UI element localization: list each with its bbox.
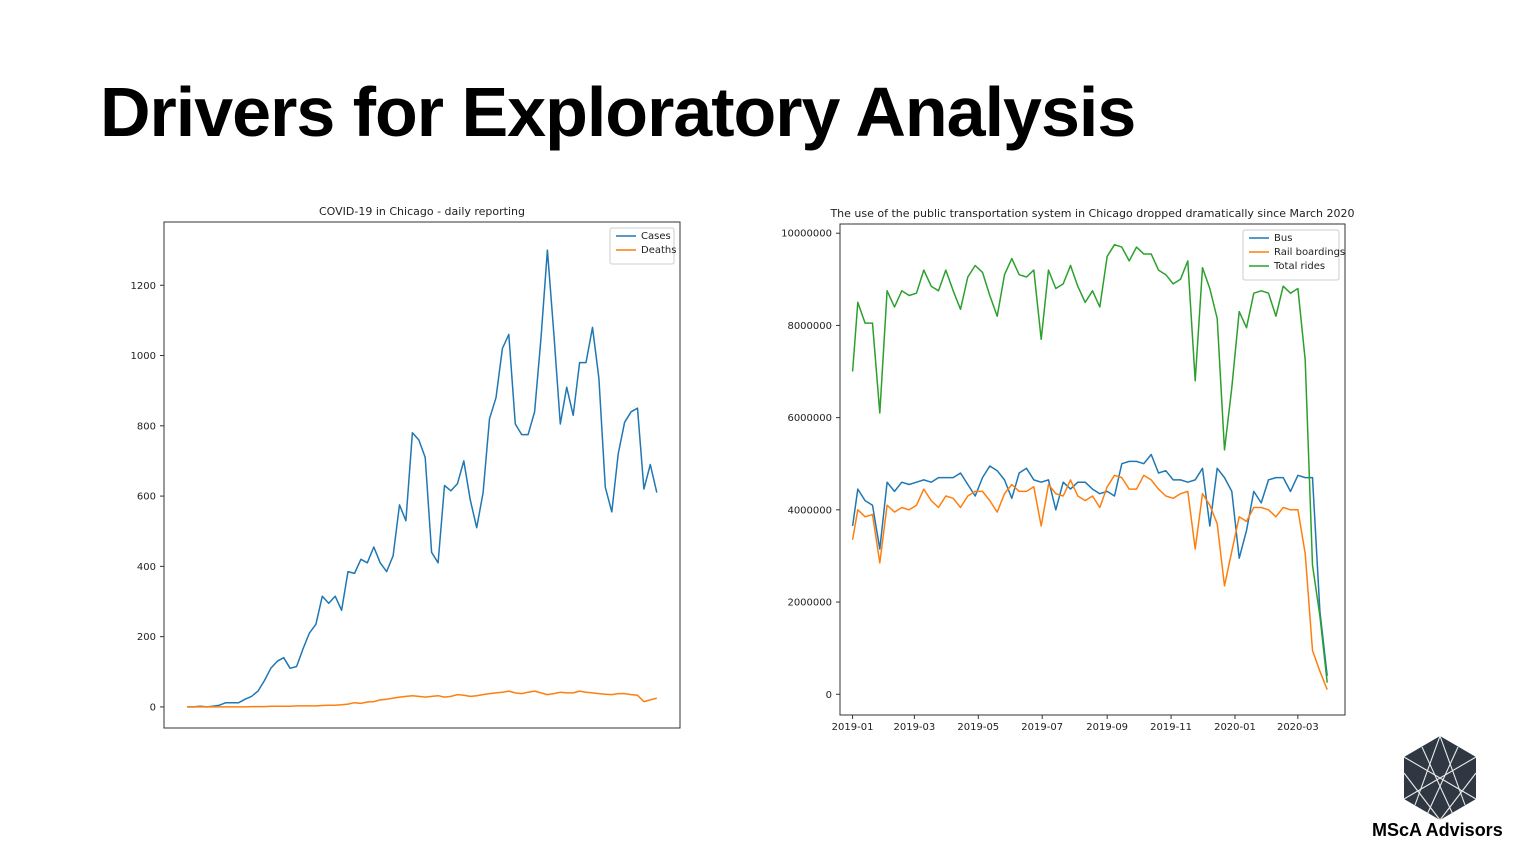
chart-title: The use of the public transportation sys…: [829, 207, 1354, 220]
y-tick-label: 0: [826, 690, 832, 701]
series-line-total-rides: [851, 243, 1328, 683]
brand-label: MScA Advisors: [1372, 820, 1503, 840]
x-tick-label: 2019-05: [957, 722, 999, 733]
legend-box: [609, 227, 675, 265]
plot-frame: [839, 223, 1346, 716]
legend-label: Bus: [1274, 233, 1292, 244]
y-tick-label: 2000000: [787, 598, 832, 609]
x-tick-label: 2020-01: [1214, 722, 1256, 733]
hexagon-lattice-icon: [1403, 735, 1477, 821]
y-tick-label: 600: [137, 492, 156, 503]
series-line-deaths: [187, 690, 658, 708]
x-tick-label: 2019-01: [832, 722, 874, 733]
legend-box: [1242, 229, 1340, 281]
legend-label: Total rides: [1273, 261, 1325, 272]
x-tick-label: 2019-07: [1021, 722, 1063, 733]
legend-label: Rail boardings: [1274, 247, 1345, 258]
y-tick-label: 0: [150, 702, 156, 713]
y-tick-label: 4000000: [787, 505, 832, 516]
slide-title: Drivers for Exploratory Analysis: [100, 73, 1136, 151]
x-tick-label: 2019-09: [1086, 722, 1128, 733]
y-tick-label: 800: [137, 421, 156, 432]
y-tick-label: 6000000: [787, 413, 832, 424]
legend-label: Cases: [641, 231, 671, 242]
covid-daily-chart: COVID-19 in Chicago - daily reporting 0 20…: [131, 205, 681, 729]
series-line-bus: [851, 453, 1328, 676]
y-tick-label: 10000000: [781, 229, 832, 240]
x-tick-label: 2019-11: [1150, 722, 1192, 733]
y-tick-label: 8000000: [787, 321, 832, 332]
chart-title: COVID-19 in Chicago - daily reporting: [319, 205, 525, 218]
plot-frame: [163, 221, 681, 729]
x-tick-label: 2019-03: [893, 722, 935, 733]
transit-ridership-chart: The use of the public transportation sys…: [781, 207, 1354, 733]
y-tick-label: 1200: [131, 281, 156, 292]
x-tick-label: 2020-03: [1277, 722, 1319, 733]
series-line-rail-boardings: [851, 474, 1328, 690]
y-tick-label: 400: [137, 562, 156, 573]
series-line-cases: [187, 249, 658, 708]
legend-label: Deaths: [641, 245, 676, 256]
y-tick-label: 200: [137, 632, 156, 643]
y-tick-label: 1000: [131, 351, 156, 362]
